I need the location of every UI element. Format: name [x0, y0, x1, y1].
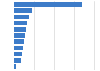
Bar: [14, 21, 27, 25]
Bar: [14, 27, 26, 32]
Bar: [14, 46, 23, 50]
Bar: [14, 39, 24, 44]
Bar: [14, 52, 22, 56]
Bar: [14, 58, 21, 63]
Bar: [14, 8, 32, 13]
Bar: [14, 33, 25, 38]
Bar: [14, 64, 16, 69]
Bar: [14, 2, 82, 7]
Bar: [14, 15, 29, 19]
